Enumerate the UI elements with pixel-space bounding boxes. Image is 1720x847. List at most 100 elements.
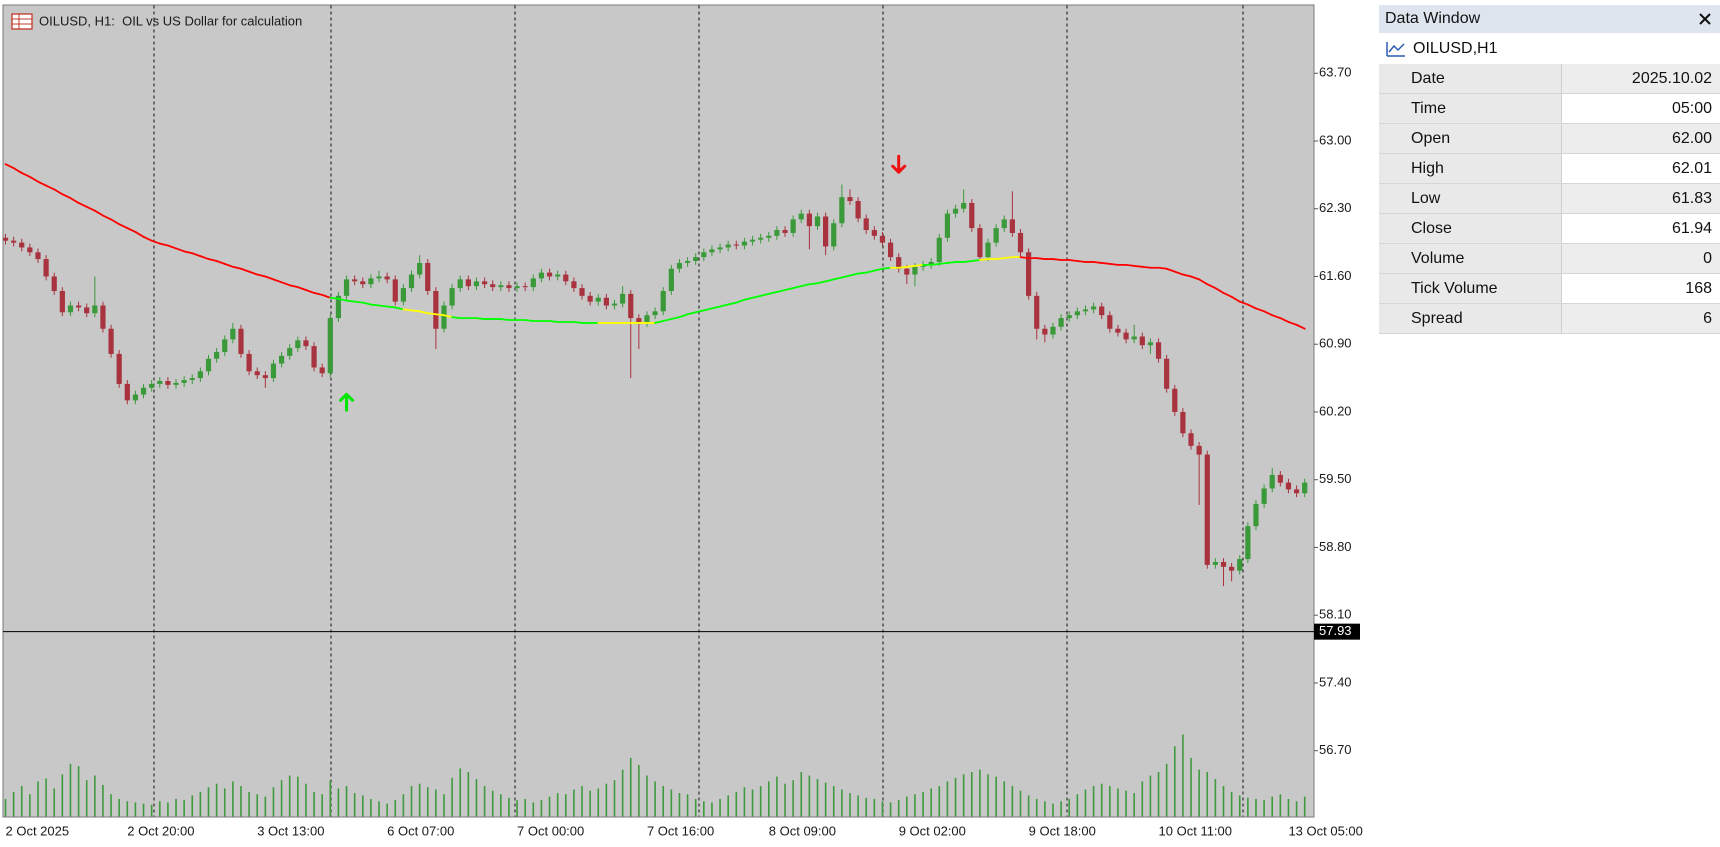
candle-body [1164,358,1170,389]
ma-segment [240,267,251,273]
candle-body [717,247,723,250]
ma-segment [832,276,843,281]
data-row: Time 05:00 [1379,94,1720,124]
symbol-icon [1386,41,1405,57]
candle-body [43,259,49,277]
candle-body [498,285,504,288]
data-label: Spread [1379,304,1562,333]
candle-body [490,284,496,288]
y-tick-label: 57.40 [1319,674,1352,689]
candle-body [887,242,894,258]
candle-body [384,276,390,280]
candle-body [149,383,155,388]
ma-segment [995,257,1006,260]
ma-segment [816,280,827,285]
ma-segment [524,319,535,322]
candle-body [831,223,837,247]
candle-body [839,197,845,224]
ma-segment [1019,256,1030,259]
ma-segment [434,313,445,317]
y-tick-label: 62.30 [1319,200,1352,215]
candle-body [530,278,536,288]
ma-segment [150,239,161,245]
candle-body [587,295,593,302]
candle-body [1220,561,1227,567]
candle-body [733,244,739,246]
candle-body [425,262,431,291]
ma-segment [61,193,72,199]
candle-body [84,307,90,314]
candle-body [636,318,642,323]
x-tick-label: 2 Oct 20:00 [127,823,194,838]
ma-segment [231,265,242,270]
ma-segment [702,307,713,312]
ma-segment [191,252,202,258]
candle-body [100,305,106,329]
candle-body [546,272,553,277]
ma-segment [1206,283,1217,289]
candle-body [1050,326,1056,335]
candle-body [254,371,260,376]
candle-body [1277,474,1283,483]
candle-body [1237,559,1243,571]
ma-segment [378,304,389,308]
candle-body [1082,309,1089,312]
candle-body [1229,566,1235,571]
ma-segment [857,271,868,275]
y-tick-label: 56.70 [1319,742,1352,757]
candle-body [709,249,715,253]
candle-body [814,216,821,227]
ma-segment [1108,262,1119,266]
candle-body [222,339,228,352]
candle-body [287,348,293,356]
ma-segment [1133,264,1144,268]
ma-segment [808,282,819,286]
data-value: 61.94 [1671,219,1712,237]
candle-body [603,297,609,306]
candle-body [108,328,114,354]
close-button[interactable] [1698,12,1712,26]
price-line-label: 57.93 [1319,623,1352,638]
ma-segment [905,264,916,268]
candle-body [327,318,333,374]
x-tick-label: 9 Oct 02:00 [899,823,966,838]
data-row: Tick Volume 168 [1379,274,1720,304]
candle-body [644,315,650,323]
x-tick-label: 2 Oct 2025 [6,823,70,838]
candle-body [1009,219,1015,233]
ma-segment [865,269,876,274]
ma-segment [686,311,697,316]
candle-body [352,279,358,282]
candle-body [928,261,934,265]
candle-body [51,276,57,291]
candle-body [1253,503,1259,527]
ma-segment [654,320,665,324]
candle-body [392,279,398,302]
candle-body [847,197,853,201]
ma-segment [1173,270,1184,276]
candle-body [140,387,147,395]
ma-segment [751,294,762,299]
ma-segment [345,299,356,303]
data-label: Close [1379,214,1562,243]
candle-body [668,268,674,291]
ma-segment [662,318,673,322]
candle-body [985,242,991,258]
candle-body [92,305,98,314]
y-tick-label: 61.60 [1319,268,1352,283]
ma-segment [45,184,56,191]
signal-arrow [891,154,907,174]
ma-segment [1068,259,1079,262]
ma-segment [296,286,307,291]
ma-segment [1198,278,1209,286]
ma-segment [1255,307,1265,313]
ma-segment [264,275,275,281]
ma-segment [321,293,332,299]
candle-body [1058,318,1064,327]
candle-body [1123,332,1129,340]
ma-segment [776,289,786,293]
ma-segment [37,180,47,187]
candle-body [766,235,772,238]
candle-body [205,358,212,372]
ma-segment [1092,261,1103,264]
